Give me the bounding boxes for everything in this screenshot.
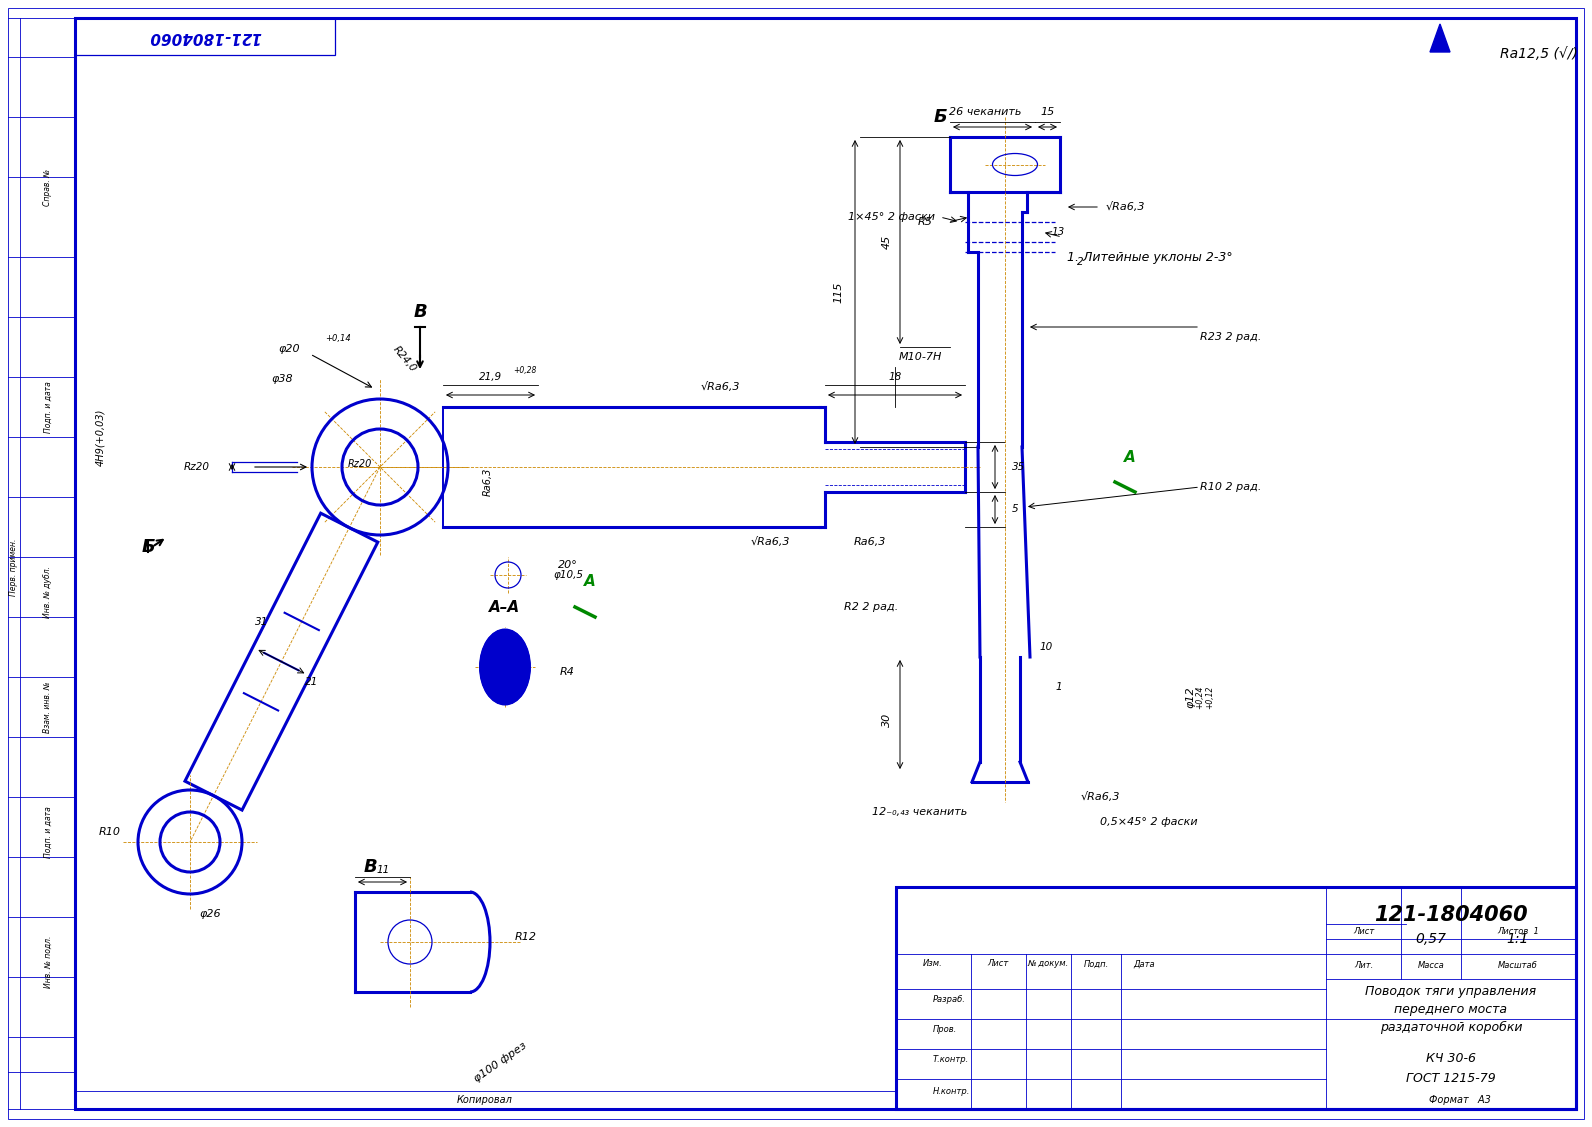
Text: 18: 18 [888,372,901,382]
Text: 21,9: 21,9 [479,372,503,382]
Text: R5: R5 [919,218,933,227]
Text: 0,57: 0,57 [1415,932,1447,946]
Text: 1. Литейные уклоны 2-3°: 1. Литейные уклоны 2-3° [1067,250,1232,264]
Text: Ra12,5 (√/): Ra12,5 (√/) [1500,47,1578,61]
Text: Листов  1: Листов 1 [1496,926,1539,935]
Text: 0,5×45° 2 фаски: 0,5×45° 2 фаски [1100,817,1197,827]
Text: В: В [363,858,377,876]
Text: φ26: φ26 [199,909,221,919]
Ellipse shape [481,630,530,704]
Text: 10: 10 [1040,642,1054,653]
Text: Копировал: Копировал [457,1095,513,1104]
Text: +0,14: +0,14 [325,335,350,344]
Text: R12: R12 [514,932,537,942]
Text: Формат   А3: Формат А3 [1430,1095,1492,1104]
Text: 1: 1 [1055,682,1062,692]
Text: Поводок тяги управления: Поводок тяги управления [1366,985,1536,997]
Text: R4: R4 [560,667,575,677]
Text: А–А: А–А [489,600,521,614]
Polygon shape [1430,24,1450,52]
Text: 2: 2 [1078,257,1084,267]
Text: 45: 45 [882,234,892,249]
Text: √Ra6,3: √Ra6,3 [750,536,790,547]
Text: Б: Б [933,108,947,126]
Text: Лист: Лист [1353,926,1374,935]
Text: Подп.: Подп. [1084,959,1108,968]
Text: Взам. инв. №: Взам. инв. № [43,681,53,733]
Bar [75,18,334,55]
Text: Rz20: Rz20 [347,459,373,469]
Text: φ20: φ20 [279,344,299,354]
Text: 13: 13 [1052,227,1065,237]
Text: Инв. № дубл.: Инв. № дубл. [43,566,53,618]
Text: √Ra6,3: √Ra6,3 [1105,202,1145,212]
Text: 11: 11 [376,866,390,875]
Text: 30: 30 [882,712,892,727]
Text: 1×45° 2 фаски: 1×45° 2 фаски [849,212,935,222]
Text: 121-1804060: 121-1804060 [1374,905,1528,925]
Text: 115: 115 [833,282,844,303]
Text: Масштаб: Масштаб [1498,961,1538,970]
Text: 31: 31 [255,616,267,627]
Text: А: А [584,575,595,589]
Text: Разраб.: Разраб. [933,994,966,1003]
Text: R10 2 рад.: R10 2 рад. [1200,482,1261,492]
Text: Ra6,3: Ra6,3 [853,536,887,547]
Text: переднего моста: переднего моста [1395,1003,1508,1015]
Text: R24,0: R24,0 [392,344,419,374]
Text: № докум.: № докум. [1027,959,1068,968]
Text: M10-7H: M10-7H [898,352,942,362]
Text: 12₋₀,₄₃ чеканить: 12₋₀,₄₃ чеканить [872,807,968,817]
Text: раздаточной коробки: раздаточной коробки [1380,1020,1522,1033]
Text: Справ. №: Справ. № [43,169,53,205]
Text: +0,28: +0,28 [513,365,537,374]
Text: Изм.: Изм. [923,959,942,968]
Text: Rz20: Rz20 [185,462,210,472]
Text: 15: 15 [1041,107,1055,117]
Text: Б: Б [142,538,154,556]
Text: φ12: φ12 [1184,686,1196,708]
Text: 26 чеканить: 26 чеканить [949,107,1020,117]
Text: φ100 фрез: φ100 фрез [471,1040,529,1084]
Bar [896,887,1576,1109]
Text: R23 2 рад.: R23 2 рад. [1200,332,1261,341]
Text: R10: R10 [99,827,121,837]
Text: Подп. и дата: Подп. и дата [43,381,53,433]
Text: 4H9(+0,03): 4H9(+0,03) [96,408,105,465]
Text: R2 2 рад.: R2 2 рад. [844,602,898,612]
Text: Масса: Масса [1417,961,1444,970]
Text: φ10,5: φ10,5 [552,570,583,580]
Text: 5: 5 [1013,504,1019,514]
Text: А: А [1124,450,1135,464]
Text: Дата: Дата [1134,959,1154,968]
Text: √Ra6,3: √Ra6,3 [1081,792,1119,802]
Text: Лист: Лист [987,959,1009,968]
Text: Н.контр.: Н.контр. [933,1086,971,1095]
Text: КЧ 30-6: КЧ 30-6 [1426,1053,1476,1065]
Text: √Ra6,3: √Ra6,3 [700,382,740,392]
Text: Перв. примен.: Перв. примен. [8,539,18,596]
Text: 20°: 20° [559,560,578,570]
Text: 121-1804060: 121-1804060 [148,29,261,44]
Text: В: В [414,303,427,321]
Text: Т.контр.: Т.контр. [933,1055,970,1064]
Text: Лит.: Лит. [1355,961,1374,970]
Text: +0,24
+0,12: +0,24 +0,12 [1196,685,1215,709]
Text: φ38: φ38 [271,374,293,384]
Text: Пров.: Пров. [933,1024,957,1033]
Text: Инв. № подл.: Инв. № подл. [43,935,53,988]
Text: Подп. и дата: Подп. и дата [43,806,53,858]
Text: 35: 35 [1013,462,1025,472]
Text: Ra6,3: Ra6,3 [482,468,494,496]
Text: 1:1: 1:1 [1506,932,1530,946]
Text: 21: 21 [304,676,318,686]
Text: ГОСТ 1215-79: ГОСТ 1215-79 [1406,1073,1496,1085]
